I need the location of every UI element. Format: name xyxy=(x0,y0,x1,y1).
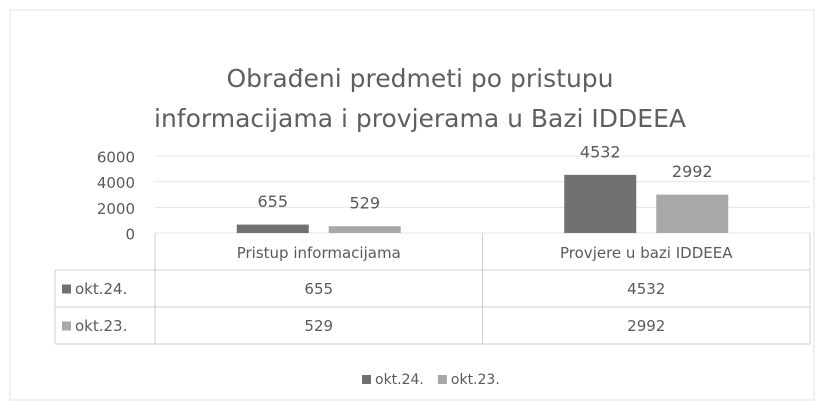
bar xyxy=(656,194,729,233)
bar xyxy=(564,174,637,233)
y-tick-label: 6000 xyxy=(97,149,135,167)
legend-key xyxy=(437,375,447,384)
table-legend-key xyxy=(62,321,71,331)
table-cell: 2992 xyxy=(627,317,665,335)
legend-label: okt.24. xyxy=(375,372,424,388)
y-tick-label: 0 xyxy=(125,226,135,244)
table-cell: 529 xyxy=(304,317,333,335)
table-cell: 4532 xyxy=(627,280,665,298)
x-tick-label: Provjere u bazi IDDEEA xyxy=(560,244,733,262)
data-label: 2992 xyxy=(672,162,713,181)
data-label: 529 xyxy=(349,194,380,213)
legend-label: okt.23. xyxy=(451,372,500,388)
y-tick-label: 4000 xyxy=(97,174,135,192)
chart-title: Obrađeni predmeti po pristupu xyxy=(227,64,614,93)
y-tick-label: 2000 xyxy=(97,200,135,218)
data-label: 4532 xyxy=(580,142,621,161)
legend-key xyxy=(362,375,371,384)
bar xyxy=(236,224,309,233)
x-tick-label: Pristup informacijama xyxy=(237,244,401,262)
data-label: 655 xyxy=(257,192,288,211)
bar xyxy=(328,226,401,233)
chart-title: informacijama i provjerama u Bazi IDDEEA xyxy=(154,104,686,133)
table-row-label: okt.24. xyxy=(75,280,127,298)
table-cell: 655 xyxy=(304,280,333,298)
table-row-label: okt.23. xyxy=(75,317,127,335)
table-legend-key xyxy=(62,284,71,294)
